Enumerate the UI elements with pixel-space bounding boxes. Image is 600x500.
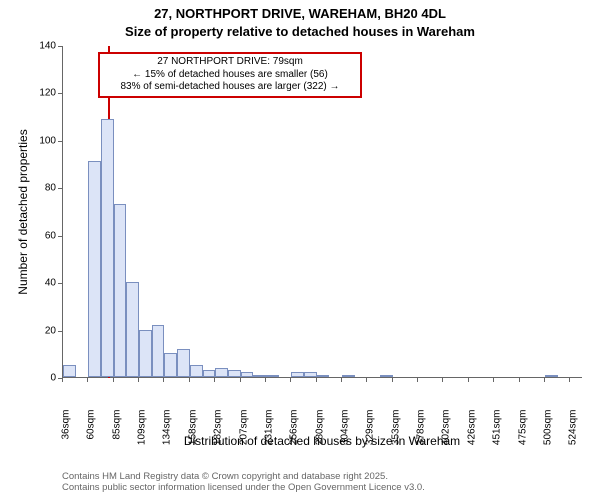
x-tick-mark bbox=[189, 378, 190, 382]
x-tick-label: 304sqm bbox=[340, 410, 351, 454]
histogram-bar bbox=[126, 282, 139, 377]
x-tick-label: 280sqm bbox=[314, 410, 325, 454]
x-tick-label: 134sqm bbox=[162, 410, 173, 454]
footer-line: Contains public sector information licen… bbox=[62, 482, 425, 493]
y-axis-label: Number of detached properties bbox=[16, 46, 30, 378]
chart-container: 27, NORTHPORT DRIVE, WAREHAM, BH20 4DL S… bbox=[0, 0, 600, 500]
histogram-bar bbox=[63, 365, 76, 377]
x-tick-mark bbox=[341, 378, 342, 382]
x-tick-label: 475sqm bbox=[517, 410, 528, 454]
x-tick-label: 207sqm bbox=[238, 410, 249, 454]
x-tick-label: 109sqm bbox=[137, 410, 148, 454]
histogram-bar bbox=[177, 349, 190, 377]
histogram-bar bbox=[190, 365, 203, 377]
x-tick-label: 426sqm bbox=[466, 410, 477, 454]
x-tick-mark bbox=[113, 378, 114, 382]
y-tick-label: 100 bbox=[30, 135, 56, 146]
x-tick-mark bbox=[62, 378, 63, 382]
x-tick-mark bbox=[290, 378, 291, 382]
x-tick-mark bbox=[417, 378, 418, 382]
y-tick-label: 140 bbox=[30, 41, 56, 52]
x-tick-label: 353sqm bbox=[390, 410, 401, 454]
y-tick-label: 20 bbox=[30, 325, 56, 336]
x-tick-mark bbox=[240, 378, 241, 382]
x-tick-label: 402sqm bbox=[441, 410, 452, 454]
y-tick-mark bbox=[58, 93, 62, 94]
x-tick-label: 500sqm bbox=[542, 410, 553, 454]
x-tick-label: 256sqm bbox=[289, 410, 300, 454]
chart-title-line1: 27, NORTHPORT DRIVE, WAREHAM, BH20 4DL bbox=[0, 6, 600, 21]
x-tick-mark bbox=[138, 378, 139, 382]
footer-line: Contains HM Land Registry data © Crown c… bbox=[62, 471, 425, 482]
footer-text: Contains HM Land Registry data © Crown c… bbox=[62, 471, 425, 493]
y-tick-mark bbox=[58, 236, 62, 237]
histogram-bar bbox=[215, 368, 228, 377]
histogram-bar bbox=[241, 372, 254, 377]
x-tick-mark bbox=[366, 378, 367, 382]
histogram-bar bbox=[266, 375, 279, 377]
x-tick-label: 231sqm bbox=[263, 410, 274, 454]
histogram-bar bbox=[317, 375, 330, 377]
x-tick-mark bbox=[569, 378, 570, 382]
x-tick-mark bbox=[544, 378, 545, 382]
annotation-line: 27 NORTHPORT DRIVE: 79sqm bbox=[106, 56, 354, 69]
histogram-bar bbox=[545, 375, 558, 377]
x-tick-mark bbox=[265, 378, 266, 382]
y-tick-label: 80 bbox=[30, 183, 56, 194]
histogram-bar bbox=[228, 370, 241, 377]
y-tick-label: 0 bbox=[30, 373, 56, 384]
x-tick-mark bbox=[163, 378, 164, 382]
histogram-bar bbox=[291, 372, 304, 377]
x-tick-label: 85sqm bbox=[111, 410, 122, 454]
x-tick-mark bbox=[493, 378, 494, 382]
y-tick-label: 60 bbox=[30, 230, 56, 241]
histogram-bar bbox=[380, 375, 393, 377]
x-tick-mark bbox=[519, 378, 520, 382]
annotation-line: 83% of semi-detached houses are larger (… bbox=[106, 81, 354, 94]
histogram-bar bbox=[203, 370, 216, 377]
x-tick-label: 329sqm bbox=[365, 410, 376, 454]
x-tick-label: 451sqm bbox=[492, 410, 503, 454]
chart-title-line2: Size of property relative to detached ho… bbox=[0, 24, 600, 39]
x-tick-label: 36sqm bbox=[61, 410, 72, 454]
histogram-bar bbox=[152, 325, 165, 377]
x-tick-label: 524sqm bbox=[568, 410, 579, 454]
histogram-bar bbox=[101, 119, 114, 377]
x-tick-label: 378sqm bbox=[416, 410, 427, 454]
annotation-line: ← 15% of detached houses are smaller (56… bbox=[106, 69, 354, 82]
histogram-bar bbox=[164, 353, 177, 377]
histogram-bar bbox=[304, 372, 317, 377]
histogram-bar bbox=[342, 375, 355, 377]
y-tick-mark bbox=[58, 46, 62, 47]
x-tick-mark bbox=[442, 378, 443, 382]
y-tick-label: 120 bbox=[30, 88, 56, 99]
x-tick-mark bbox=[392, 378, 393, 382]
histogram-bar bbox=[139, 330, 152, 377]
y-tick-label: 40 bbox=[30, 278, 56, 289]
x-tick-label: 182sqm bbox=[213, 410, 224, 454]
annotation-box: 27 NORTHPORT DRIVE: 79sqm← 15% of detach… bbox=[98, 52, 362, 98]
histogram-bar bbox=[114, 204, 127, 377]
x-tick-mark bbox=[87, 378, 88, 382]
histogram-bar bbox=[253, 375, 266, 377]
y-tick-mark bbox=[58, 331, 62, 332]
histogram-bar bbox=[88, 161, 101, 377]
y-tick-mark bbox=[58, 283, 62, 284]
y-tick-mark bbox=[58, 141, 62, 142]
x-tick-mark bbox=[214, 378, 215, 382]
x-tick-label: 60sqm bbox=[86, 410, 97, 454]
x-tick-mark bbox=[316, 378, 317, 382]
x-tick-mark bbox=[468, 378, 469, 382]
y-tick-mark bbox=[58, 188, 62, 189]
x-tick-label: 158sqm bbox=[187, 410, 198, 454]
